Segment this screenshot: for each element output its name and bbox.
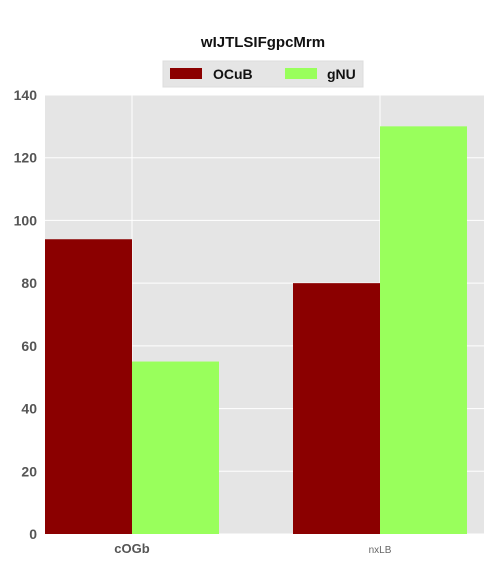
bars [45,126,467,534]
y-tick-label: 60 [21,338,37,354]
y-tick-label: 0 [29,526,37,542]
y-tick-label: 140 [14,87,38,103]
bar-gNU-cOGb [132,361,219,534]
bar-OCuB-nxLB [293,283,380,534]
y-tick-label: 80 [21,275,37,291]
y-tick-label: 40 [21,401,37,417]
y-tick-label: 100 [14,212,38,228]
bar-OCuB-cOGb [45,239,132,534]
y-tick-label: 20 [21,463,37,479]
x-tick-label: cOGb [114,541,149,556]
x-tick-label: nxLB [369,545,392,556]
legend-box [162,60,364,88]
axes: 0 20 40 60 80 100 120 140 cOGb nxLB [14,87,392,556]
chart-title: wIJTLSIFgpcMrm [200,34,325,51]
legend-swatch-1 [285,68,317,79]
legend-swatch-0 [170,68,202,79]
legend: OCuB gNU [162,60,364,88]
legend-label-0: OCuB [213,66,253,82]
legend-label-1: gNU [327,66,356,82]
y-tick-label: 120 [14,150,38,166]
bar-gNU-nxLB [380,126,467,534]
